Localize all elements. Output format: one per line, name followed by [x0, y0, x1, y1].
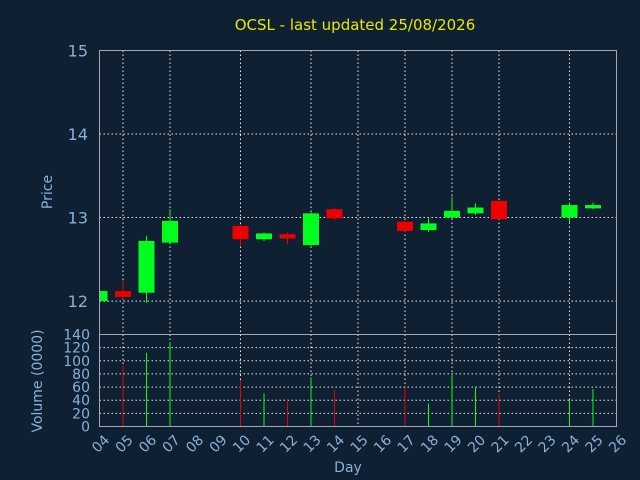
volume-tick-label: 60 — [72, 380, 90, 396]
candle-10 — [232, 224, 249, 247]
candle-14 — [326, 207, 343, 221]
price-tick-label: 13 — [68, 209, 88, 228]
candle-24 — [561, 202, 578, 224]
candle-body — [279, 234, 296, 239]
candle-body — [303, 213, 319, 246]
candle-12 — [279, 232, 296, 245]
price-ticks: 12 13 14 15 — [68, 42, 88, 312]
candle-17 — [397, 220, 413, 232]
candle-body — [420, 223, 437, 231]
day-ticks: 04 05 06 07 08 09 10 11 12 13 14 15 16 17 18 19 20 21 22 23… — [89, 432, 630, 456]
day-tick-label: 07 — [160, 432, 184, 456]
price-tick-label: 15 — [68, 42, 88, 61]
volume-axis-label: Volume (0000) — [30, 329, 46, 432]
chart-title: OCSL - last updated 25/08/2026 — [235, 16, 476, 34]
candle-13 — [303, 212, 319, 246]
day-tick-label: 16 — [371, 432, 395, 456]
candle-06 — [138, 235, 155, 303]
candle-11 — [256, 232, 272, 241]
volume-tick-label: 120 — [63, 341, 90, 357]
candle-body — [491, 200, 507, 220]
candle-25 — [585, 202, 601, 210]
day-tick-label: 22 — [512, 432, 536, 456]
day-tick-label: 05 — [113, 432, 137, 456]
candle-body — [326, 209, 343, 219]
candle-body — [561, 205, 578, 218]
day-tick-label: 20 — [465, 432, 489, 456]
candle-body — [256, 233, 272, 240]
day-tick-label: 10 — [230, 432, 254, 456]
day-tick-label: 17 — [395, 432, 419, 456]
candle-body — [232, 225, 249, 240]
volume-tick-label: 0 — [81, 420, 90, 436]
day-tick-label: 14 — [324, 432, 348, 456]
candle-body — [115, 291, 131, 297]
volume-tick-label: 20 — [72, 406, 90, 422]
candle-body — [467, 207, 484, 214]
day-tick-label: 18 — [418, 432, 442, 456]
day-tick-label: 13 — [301, 432, 325, 456]
volume-tick-label: 100 — [63, 354, 90, 370]
candle-18 — [420, 218, 437, 232]
candle-body — [162, 220, 178, 243]
day-tick-label: 26 — [606, 432, 630, 456]
candle-body — [585, 205, 601, 209]
day-tick-label: 24 — [559, 432, 583, 456]
day-tick-label: 04 — [89, 432, 113, 456]
day-tick-label: 12 — [277, 432, 301, 456]
day-tick-label: 11 — [254, 432, 278, 456]
price-tick-label: 12 — [68, 292, 88, 311]
day-tick-label: 08 — [183, 432, 207, 456]
x-axis-label: Day — [334, 460, 362, 476]
volume-tick-label: 80 — [72, 367, 90, 383]
day-tick-label: 25 — [583, 432, 607, 456]
candle-layer — [99, 196, 601, 303]
day-tick-label: 15 — [348, 432, 372, 456]
candle-20 — [467, 203, 484, 216]
candle-body — [138, 240, 155, 293]
volume-tick-label: 40 — [72, 393, 90, 409]
candle-21 — [491, 200, 507, 220]
day-tick-label: 09 — [207, 432, 231, 456]
day-tick-label: 06 — [136, 432, 160, 456]
price-axis-label: Price — [40, 175, 56, 209]
candle-04 — [99, 290, 108, 303]
volume-tick-label: 140 — [63, 328, 90, 344]
day-tick-label: 21 — [489, 432, 513, 456]
day-tick-label: 19 — [442, 432, 466, 456]
candle-05 — [115, 280, 131, 300]
price-tick-label: 14 — [68, 125, 88, 144]
candle-07 — [162, 209, 178, 243]
candle-body — [444, 210, 460, 218]
candle-body — [99, 291, 108, 302]
candle-19 — [444, 196, 460, 218]
day-tick-label: 23 — [536, 432, 560, 456]
volume-panel-frame — [99, 334, 617, 427]
volume-layer — [122, 343, 594, 427]
candle-body — [397, 221, 413, 231]
